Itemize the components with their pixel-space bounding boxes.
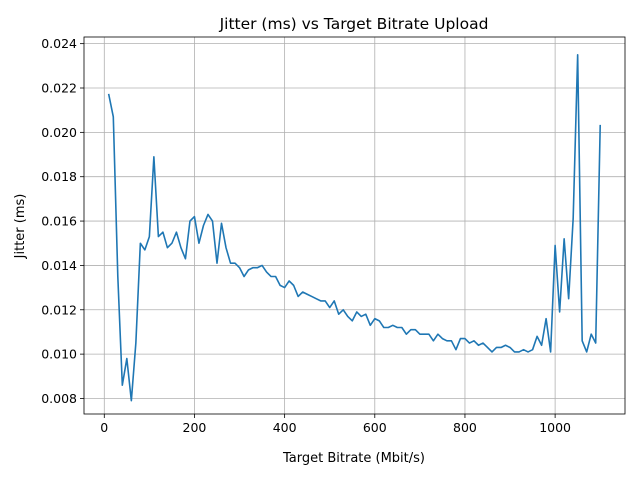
x-tick-label: 0	[100, 420, 108, 435]
chart-title: Jitter (ms) vs Target Bitrate Upload	[219, 15, 489, 33]
y-tick-label: 0.014	[41, 258, 77, 273]
y-tick-label: 0.010	[41, 347, 77, 362]
x-tick-label: 200	[183, 420, 207, 435]
series-line	[107, 53, 602, 402]
y-tick-label: 0.024	[41, 36, 77, 51]
grid	[84, 37, 625, 414]
y-tick-label: 0.008	[41, 391, 77, 406]
x-axis: 0 200 400 600 800 1000	[100, 414, 571, 435]
y-tick-label: 0.018	[41, 169, 77, 184]
x-tick-label: 600	[363, 420, 387, 435]
y-tick-label: 0.012	[41, 302, 77, 317]
y-tick-label: 0.016	[41, 214, 77, 229]
x-tick-label: 1000	[539, 420, 571, 435]
plot-frame	[83, 36, 626, 415]
y-axis: 0.008 0.010 0.012 0.014 0.016 0.018 0.020 0.022…	[41, 36, 84, 406]
x-tick-label: 800	[453, 420, 477, 435]
y-tick-label: 0.022	[41, 81, 77, 96]
series-layer	[107, 53, 602, 402]
x-axis-label: Target Bitrate (Mbit/s)	[282, 451, 425, 466]
y-tick-label: 0.020	[41, 125, 77, 140]
y-axis-label: Jitter (ms)	[13, 194, 28, 260]
x-tick-label: 400	[273, 420, 297, 435]
